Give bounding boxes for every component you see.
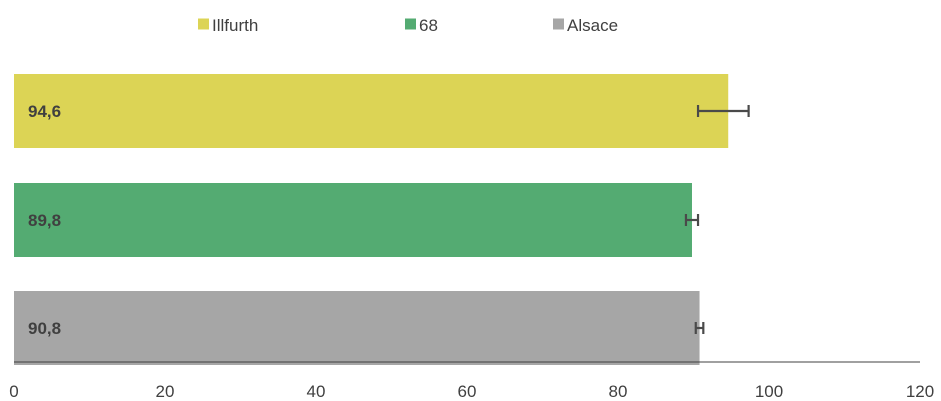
- x-tick-label-5: 80: [609, 382, 628, 401]
- bar-3: [14, 291, 700, 365]
- x-tick-label-2: 20: [156, 382, 175, 401]
- value-label-1: 94,6: [28, 102, 61, 121]
- bar-1: [14, 74, 729, 148]
- legend-label-3: Alsace: [567, 16, 618, 35]
- legend-label-1: Illfurth: [212, 16, 258, 35]
- x-tick-label-3: 40: [307, 382, 326, 401]
- value-label-group: 94,6 89,8 90,8: [28, 102, 61, 338]
- error-bar-1: [696, 105, 750, 117]
- legend-swatch-1: [198, 18, 209, 30]
- x-tick-label-6: 100: [755, 382, 783, 401]
- x-tick-label-4: 60: [458, 382, 477, 401]
- legend-swatch-3: [553, 18, 564, 30]
- error-bar-group: [684, 105, 750, 334]
- chart-legend: Illfurth 68 Alsace: [198, 16, 618, 35]
- error-bar-2: [684, 214, 700, 226]
- x-axis: 0 20 40 60 80 100 120: [9, 361, 934, 401]
- bar-2: [14, 183, 692, 257]
- x-tick-label-1: 0: [9, 382, 18, 401]
- value-label-2: 89,8: [28, 211, 61, 230]
- bar-group: [14, 74, 729, 365]
- legend-label-2: 68: [419, 16, 438, 35]
- value-label-3: 90,8: [28, 319, 61, 338]
- x-tick-label-7: 120: [906, 382, 934, 401]
- legend-swatch-2: [405, 18, 416, 30]
- error-bar-3: [694, 322, 705, 334]
